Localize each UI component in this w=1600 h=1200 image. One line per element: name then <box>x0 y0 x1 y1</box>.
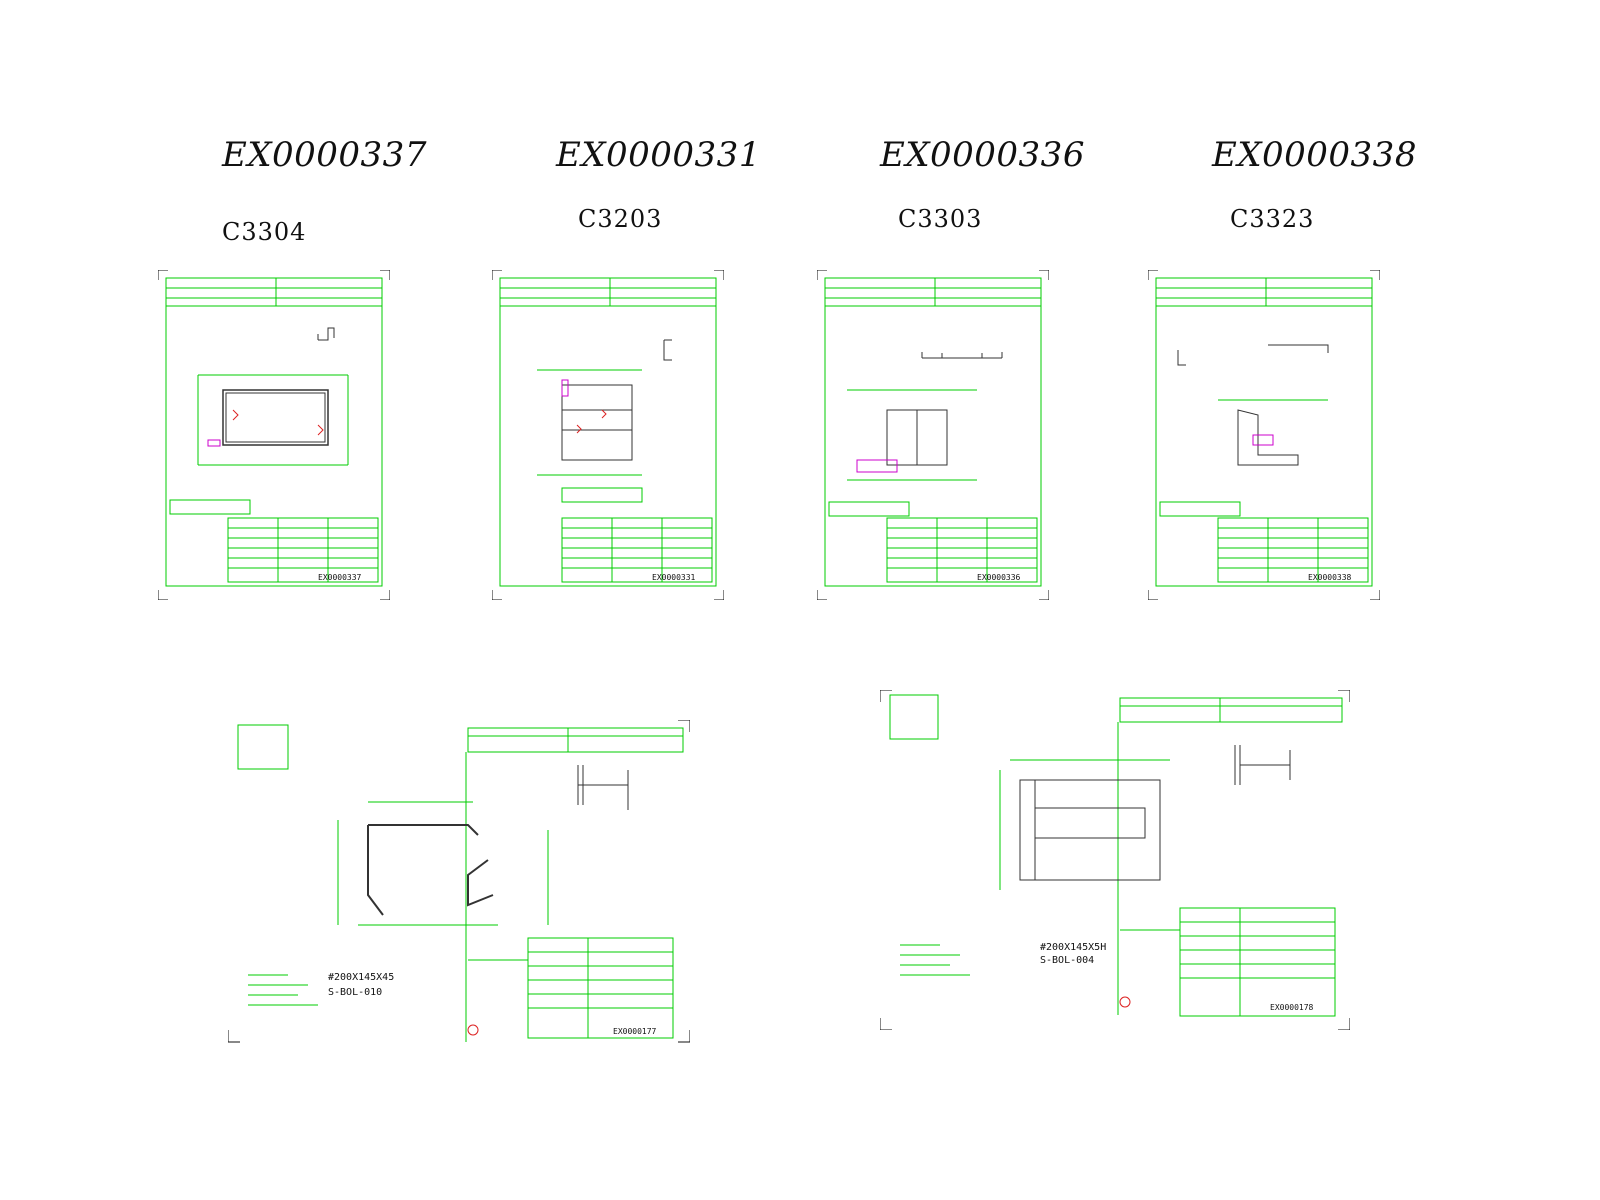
sheet-number-5: EX0000177 <box>613 1027 657 1036</box>
drawing-title-3: EX0000336 <box>880 135 1085 175</box>
part-ref-1: S-BOL-010 <box>328 987 382 998</box>
drawing-code-2: C3203 <box>578 205 663 233</box>
drawing-code-3: C3303 <box>898 205 983 233</box>
drawing-title-2: EX0000331 <box>556 135 761 175</box>
drawing-sheet-4: EX0000338 <box>1148 270 1380 600</box>
sheet-number-2: EX0000331 <box>652 573 696 582</box>
drawing-code-4: C3323 <box>1230 205 1315 233</box>
drawing-sheet-3: EX0000336 <box>817 270 1049 600</box>
sheet-number-6: EX0000178 <box>1270 1003 1314 1012</box>
drawing-title-1: EX0000337 <box>222 135 427 175</box>
drawing-sheet-1: EX0000337 <box>158 270 390 600</box>
drawing-title-4: EX0000338 <box>1212 135 1417 175</box>
drawing-sheet-5: #200X145X45 S-BOL-010 EX0000177 <box>228 720 690 1052</box>
sheet-number-4: EX0000338 <box>1308 573 1352 582</box>
sheet-number-1: EX0000337 <box>318 573 362 582</box>
part-name-2: #200X145X5H <box>1040 942 1106 953</box>
drawing-code-1: C3304 <box>222 218 307 246</box>
part-ref-2: S-BOL-004 <box>1040 955 1094 966</box>
drawing-sheet-2: EX0000331 <box>492 270 724 600</box>
sheet-number-3: EX0000336 <box>977 573 1021 582</box>
part-name-1: #200X145X45 <box>328 972 394 983</box>
drawing-sheet-6: #200X145X5H S-BOL-004 EX0000178 <box>880 690 1350 1030</box>
